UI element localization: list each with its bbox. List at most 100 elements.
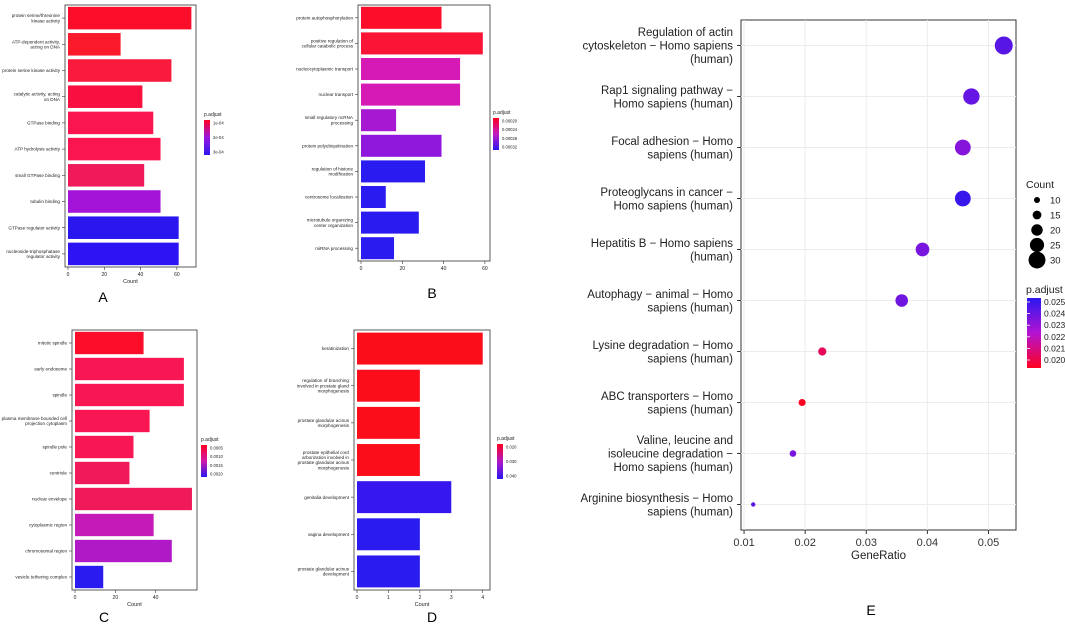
x-tick-label-b: 60 [482, 266, 488, 272]
pathway-label-e-line: Focal adhesion − Homo [611, 136, 733, 148]
category-label-b: miRNA processing [315, 246, 353, 251]
category-label-b: regulation of histone modification [312, 166, 354, 176]
category-label-d: prostate epithelial cord arborization inv… [298, 450, 350, 471]
x-tick-label-e: 0.05 [978, 537, 999, 549]
bar-a [68, 85, 143, 108]
bar-d [357, 555, 420, 588]
category-label-a-line: kinase activity [31, 18, 60, 23]
category-label-d-line: vagina development [308, 532, 350, 537]
bar-b [361, 57, 461, 81]
color-legend-label-e: 0.023 [1044, 320, 1065, 330]
size-legend-label-e: 30 [1050, 256, 1061, 267]
pathway-label-e: Hepatitis B − Homo sapiens (human) [591, 238, 733, 264]
bar-d [357, 444, 420, 476]
category-label-b-line: cellular catabolic process [302, 44, 354, 49]
category-label-a-line: ATP hydrolysis activity [14, 147, 60, 152]
category-label-c-line: vesicle tethering complex [15, 575, 67, 580]
legend-label-c: 0.0005 [210, 446, 223, 451]
pathway-label-e-line: Hepatitis B − Homo sapiens [591, 238, 733, 250]
category-label-b: microtubule organizing center organizatio… [307, 218, 354, 228]
category-label-a-line: small GTPase binding [15, 173, 60, 178]
category-label-a-line: catalytic activity, acting [14, 92, 61, 97]
bar-c [75, 461, 130, 485]
bar-b [361, 211, 419, 234]
bar-c [75, 565, 104, 589]
category-label-d: keratinization [322, 346, 350, 351]
bar-b [361, 32, 483, 55]
panel-letter-e: E [866, 602, 875, 618]
x-tick-label-e: 0.01 [733, 537, 754, 549]
category-label-b-line: small regulatory ncRNA [305, 115, 354, 120]
color-legend-title-e: p.adjust [1026, 284, 1063, 296]
category-label-c: early endosome [34, 367, 67, 372]
bar-c [75, 487, 192, 511]
category-label-c-line: centriole [50, 471, 68, 476]
category-label-a-line: GTPase regulator activity [8, 225, 60, 230]
x-tick-label-d: 0 [356, 595, 359, 601]
category-label-d: regulation of branching involved in prost… [297, 378, 350, 393]
bar-a [68, 164, 145, 187]
category-label-a: GTPase regulator activity [8, 225, 60, 230]
category-label-a-line: tubulin binding [30, 199, 60, 204]
x-tick-label-a: 40 [138, 272, 144, 278]
x-tick-label-a: 20 [102, 272, 108, 278]
size-legend-title-e: Count [1026, 179, 1054, 191]
category-label-d-line: prostate glandular acinus [298, 566, 350, 571]
category-label-b: nuclear transport [319, 92, 354, 97]
pathway-label-e: Autophagy − animal − Homo sapiens (human) [587, 289, 733, 315]
legend-label-a: 2e-04 [213, 135, 224, 140]
category-label-a: GTPase binding [27, 121, 60, 126]
x-tick-label-a: 0 [67, 272, 70, 278]
dot-e [915, 242, 930, 257]
category-label-b-line: protein polyubiquitination [302, 143, 353, 148]
category-label-a: tubulin binding [30, 199, 60, 204]
size-legend-label-e: 15 [1050, 211, 1061, 222]
legend-label-d: 0.020 [506, 445, 517, 450]
pathway-label-e-line: isoleucine degradation − [608, 449, 733, 461]
category-label-c: centriole [50, 471, 68, 476]
category-label-a-line: regulator activity [27, 254, 61, 259]
category-label-a: ATP hydrolysis activity [14, 147, 60, 152]
category-label-b: positive regulation of cellular catabolic… [302, 38, 354, 48]
x-tick-label-b: 40 [441, 266, 447, 272]
x-axis-title-e: GeneRatio [851, 550, 906, 562]
pathway-label-e-line: Arginine biosynthesis − Homo [581, 493, 733, 505]
category-label-c: chromosomal region [25, 549, 67, 554]
pathway-label-e: Arginine biosynthesis − Homo sapiens (hum… [581, 493, 734, 519]
x-axis-title-d: Count [415, 602, 430, 608]
category-label-c: mitotic spindle [38, 341, 68, 346]
category-label-c: vesicle tethering complex [15, 575, 67, 580]
bar-a [68, 111, 154, 135]
size-legend-dot-e [1028, 251, 1046, 269]
x-tick-label-d: 2 [418, 595, 421, 601]
category-label-a: protein serine/threonine kinase activity [12, 13, 61, 23]
pathway-label-e-line: Regulation of actin [638, 27, 733, 39]
pathway-label-e-line: sapiens (human) [647, 149, 733, 161]
bar-a [68, 59, 172, 82]
category-label-b: protein autophosphorylation [296, 15, 353, 20]
pathway-label-e-line: sapiens (human) [647, 302, 733, 314]
bar-c [75, 409, 150, 433]
legend-colorbar-d [497, 444, 503, 479]
category-label-c-line: early endosome [34, 367, 67, 372]
category-label-a: small GTPase binding [15, 173, 60, 178]
pathway-label-e-line: ABC transporters − Homo [601, 391, 733, 403]
x-tick-label-a: 60 [174, 272, 180, 278]
category-label-d-line: morphogenesis [318, 465, 350, 470]
pathway-label-e-line: Autophagy − animal − Homo [587, 289, 733, 301]
category-label-d-line: prostate glandular acinus [298, 418, 350, 423]
size-legend-label-e: 20 [1050, 226, 1061, 237]
category-label-b: small regulatory ncRNA processing [305, 115, 354, 125]
bar-c [75, 539, 172, 563]
x-tick-label-b: 0 [360, 266, 363, 272]
bar-a [68, 6, 192, 30]
dot-e [963, 88, 980, 105]
pathway-label-e-line: Lysine degradation − Homo [592, 340, 733, 352]
legend-label-a: 3e-04 [213, 150, 224, 155]
size-legend-dot-e [1032, 210, 1042, 220]
bar-c [75, 513, 154, 537]
category-label-b-line: centrosome localization [305, 195, 353, 200]
legend-label-b: 0.00024 [502, 127, 518, 132]
category-label-c: plasma membrane bounded cell projection c… [2, 416, 68, 426]
bar-b [361, 109, 397, 132]
